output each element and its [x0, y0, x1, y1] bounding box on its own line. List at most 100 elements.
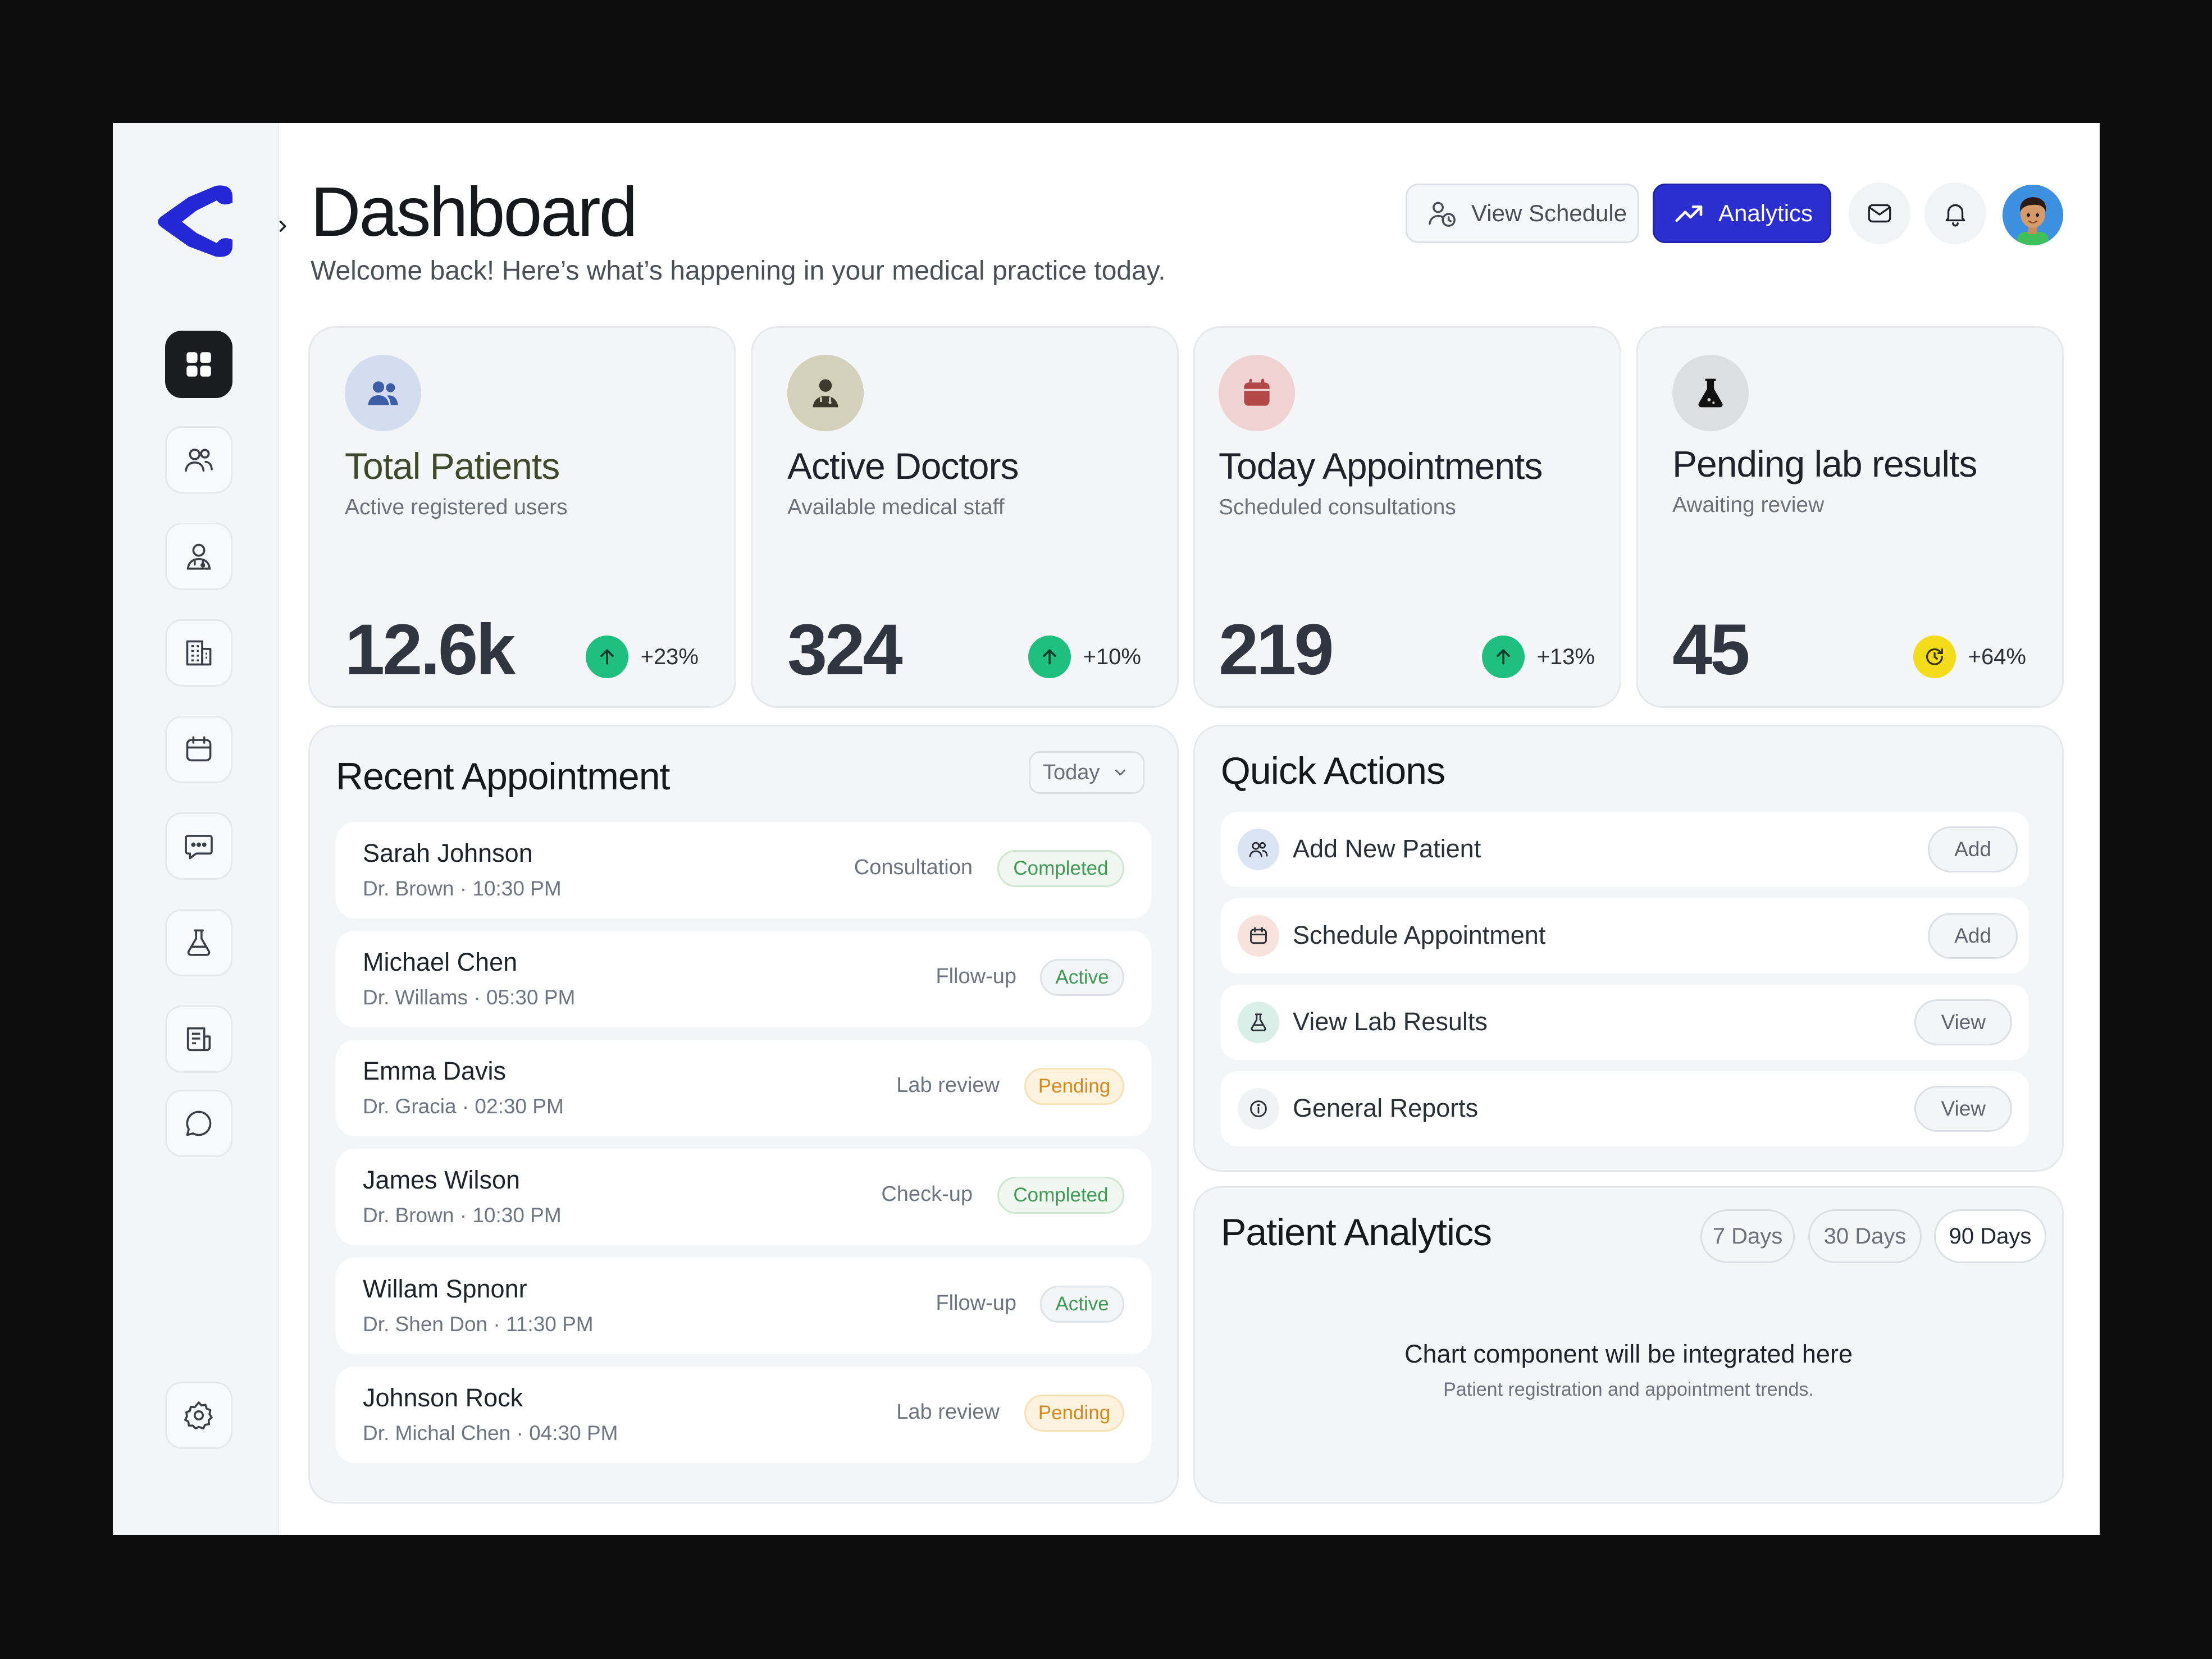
quick-action-general-reports[interactable]: General Reports View [1221, 1071, 2029, 1146]
appointment-meta: Dr. Michal Chen · 04:30 PM [363, 1422, 618, 1445]
sidebar-item-lab[interactable] [165, 909, 232, 976]
appointment-type: Lab review [896, 1400, 1000, 1424]
patient-name: Johnson Rock [363, 1383, 523, 1412]
appointment-type: Consultation [854, 856, 973, 879]
range-7-days-button[interactable]: 7 Days [1700, 1209, 1795, 1263]
flask-icon [1698, 378, 1723, 408]
stat-trend: +13% [1481, 636, 1595, 678]
users-icon [1249, 842, 1268, 858]
range-90-days-button[interactable]: 90 Days [1934, 1209, 2046, 1263]
stat-icon-wrap [1219, 355, 1295, 431]
quick-action-label: General Reports [1293, 1094, 1479, 1122]
view-lab-results-button[interactable]: View [1914, 999, 2012, 1045]
stat-card-active-doctors[interactable]: Active Doctors Available medical staff 3… [751, 326, 1179, 708]
stat-title: Active Doctors [787, 445, 1019, 487]
page-title: Dashboard [311, 173, 638, 251]
sidebar-item-departments[interactable] [165, 619, 232, 687]
doctor-icon [186, 543, 211, 570]
appointment-row[interactable]: Emma Davis Dr. Gracia · 02:30 PM Lab rev… [336, 1040, 1151, 1136]
users-icon [185, 449, 213, 472]
sidebar-item-reports[interactable] [165, 1006, 232, 1073]
sidebar-item-settings[interactable] [165, 1382, 232, 1449]
view-schedule-label: View Schedule [1471, 200, 1627, 226]
grid-icon [186, 352, 211, 377]
bell-icon [1945, 204, 1965, 227]
doctor-icon [813, 379, 838, 408]
mail-icon [1868, 204, 1891, 223]
chevron-down-icon [1115, 769, 1126, 776]
add-patient-button[interactable]: Add [1928, 826, 2018, 872]
sidebar-item-chat[interactable] [165, 1090, 232, 1157]
quick-action-view-lab-results[interactable]: View Lab Results View [1221, 985, 2029, 1060]
mail-button[interactable] [1849, 182, 1910, 244]
trending-up-icon [1675, 205, 1703, 222]
quick-action-add-new-patient[interactable]: Add New Patient Add [1221, 812, 2029, 887]
brand-logo[interactable] [148, 173, 244, 269]
date-filter-value: Today [1043, 760, 1100, 784]
appointment-row[interactable]: Sarah Johnson Dr. Brown · 10:30 PM Consu… [336, 822, 1151, 918]
sidebar-toggle-button[interactable] [271, 215, 294, 237]
stat-change: +23% [640, 644, 699, 669]
stat-card-total-patients[interactable]: Total Patients Active registered users 1… [308, 326, 736, 708]
status-badge: Completed [997, 1177, 1124, 1214]
appointment-row[interactable]: Johnson Rock Dr. Michal Chen · 04:30 PM … [336, 1366, 1151, 1463]
add-appointment-button[interactable]: Add [1928, 913, 2018, 959]
sidebar-item-appointments[interactable] [165, 716, 232, 783]
stat-trend: +10% [1028, 636, 1141, 678]
sidebar-item-dashboard[interactable] [165, 331, 232, 398]
sidebar [113, 123, 286, 1535]
stat-subtitle: Active registered users [345, 495, 568, 519]
recent-appointments-title: Recent Appointment [336, 755, 670, 798]
calendar-icon [1250, 927, 1267, 944]
patient-analytics-title: Patient Analytics [1221, 1211, 1492, 1254]
quick-action-schedule-appointment[interactable]: Schedule Appointment Add [1221, 898, 2029, 974]
status-badge: Active [1040, 1286, 1124, 1323]
message-icon [185, 835, 213, 860]
appointment-type: Check-up [881, 1182, 973, 1206]
view-reports-button[interactable]: View [1914, 1086, 2012, 1132]
quick-action-label: Schedule Appointment [1293, 921, 1546, 949]
stat-card-pending-lab-results[interactable]: Pending lab results Awaiting review 45 +… [1636, 326, 2064, 708]
clock-refresh-icon [1926, 648, 1943, 665]
appointment-type: Lab review [896, 1073, 1000, 1097]
date-filter-dropdown[interactable]: Today [1029, 751, 1144, 794]
notifications-button[interactable] [1924, 182, 1986, 244]
stat-card-today-appointments[interactable]: Today Appointments Scheduled consultatio… [1193, 326, 1621, 708]
calendar-icon [1244, 378, 1270, 406]
appointment-row[interactable]: James Wilson Dr. Brown · 10:30 PM Check-… [336, 1149, 1151, 1245]
sidebar-item-messages[interactable] [165, 812, 232, 880]
stat-title: Total Patients [345, 445, 560, 487]
appointment-meta: Dr. Gracia · 02:30 PM [363, 1095, 564, 1118]
appointment-type: Fllow-up [936, 965, 1016, 988]
stat-trend: +64% [1913, 636, 2026, 678]
analytics-label: Analytics [1718, 200, 1813, 226]
app-window: Dashboard Welcome back! Here’s what’s ha… [113, 123, 2100, 1535]
stat-value: 45 [1672, 610, 1750, 690]
sidebar-item-patients[interactable] [165, 426, 232, 493]
appointment-meta: Dr. Brown · 10:30 PM [363, 1204, 562, 1227]
quick-actions-panel: Quick Actions Add New Patient Add Schedu… [1193, 725, 2064, 1172]
range-30-days-button[interactable]: 30 Days [1808, 1209, 1922, 1263]
stat-change: +10% [1083, 644, 1141, 669]
stat-title: Today Appointments [1219, 445, 1543, 487]
analytics-button[interactable]: Analytics [1653, 184, 1831, 243]
appointment-row[interactable]: Michael Chen Dr. Willams · 05:30 PM Fllo… [336, 931, 1151, 1027]
sidebar-item-doctors[interactable] [165, 523, 232, 590]
patient-name: Michael Chen [363, 948, 518, 976]
users-icon [368, 381, 398, 405]
recent-appointments-panel: Recent Appointment Today Sarah Johnson D… [308, 725, 1179, 1503]
stat-icon-wrap [1672, 355, 1749, 431]
stat-subtitle: Available medical staff [787, 495, 1005, 519]
appointment-row[interactable]: Willam Spnonr Dr. Shen Don · 11:30 PM Fl… [336, 1258, 1151, 1354]
trend-badge [1028, 636, 1071, 678]
info-icon [1250, 1100, 1267, 1117]
trend-badge [585, 636, 628, 678]
stat-value: 219 [1219, 610, 1334, 690]
user-avatar[interactable] [2003, 185, 2063, 245]
calendar-icon [186, 736, 212, 762]
patient-analytics-panel: Patient Analytics 7 Days 30 Days 90 Days… [1193, 1186, 2064, 1503]
page-subtitle: Welcome back! Here’s what’s happening in… [311, 256, 1166, 286]
view-schedule-button[interactable]: View Schedule [1406, 184, 1639, 243]
qa-icon-wrap [1238, 1088, 1279, 1130]
appointment-meta: Dr. Willams · 05:30 PM [363, 986, 576, 1009]
